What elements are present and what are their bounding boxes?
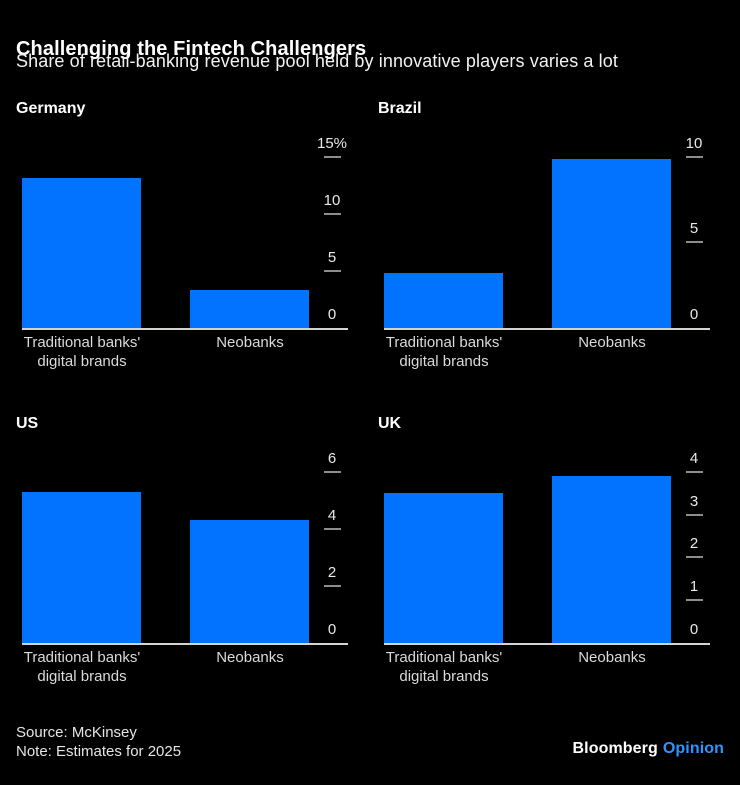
plot-area: 0 5 10 15% (16, 133, 362, 330)
y-tick-dash (324, 471, 341, 473)
bar-neobanks (190, 290, 309, 328)
category-label: Traditional banks' digital brands (385, 649, 503, 685)
bar-neobanks (190, 520, 309, 643)
chart-panel-uk: UK 0 1 2 3 4 Traditional banks' digital brand… (378, 415, 724, 715)
y-tick-label: 4 (689, 450, 699, 467)
y-tick-dash (324, 585, 341, 587)
category-label: Neobanks (216, 334, 284, 351)
category-label: Traditional banks' digital brands (23, 334, 141, 370)
y-tick-label: 5 (327, 249, 337, 266)
y-tick-dash (324, 528, 341, 530)
chart-panel-brazil: Brazil 0 5 10 Traditional banks' digital br… (378, 100, 724, 400)
y-tick-dash (324, 213, 341, 215)
y-tick-label: 2 (689, 535, 699, 552)
y-tick-label: 2 (327, 564, 337, 581)
chart-panel-germany: Germany 0 5 10 15% Traditional banks' digita… (16, 100, 362, 400)
chart-title: US (16, 415, 39, 432)
chart-title: Germany (16, 100, 86, 117)
source-text: Source: McKinsey (16, 724, 137, 741)
y-tick-dash (686, 599, 703, 601)
category-labels: Traditional banks' digital brands Neobanks (16, 648, 362, 690)
y-tick-label: 5 (689, 220, 699, 237)
y-tick-dash (686, 241, 703, 243)
plot-area: 0 2 4 6 (16, 448, 362, 645)
note-text: Note: Estimates for 2025 (16, 743, 182, 760)
y-tick-dash (324, 270, 341, 272)
category-labels: Traditional banks' digital brands Neobanks (378, 648, 724, 690)
opinion-wordmark: Opinion (662, 740, 724, 757)
y-axis: 0 5 10 (378, 133, 724, 328)
bar-traditional-banks-digital-brands (22, 492, 141, 643)
category-label: Neobanks (216, 649, 284, 666)
y-axis: 0 2 4 6 (16, 448, 362, 643)
y-axis: 0 1 2 3 4 (378, 448, 724, 643)
bar-traditional-banks-digital-brands (22, 178, 141, 328)
y-tick-label: 6 (327, 450, 337, 467)
chart-title: Brazil (378, 100, 422, 117)
y-tick-label: 0 (689, 306, 699, 323)
chart-title: UK (378, 415, 402, 432)
y-tick-dash (686, 156, 703, 158)
y-tick-label: 10 (685, 135, 703, 152)
category-label: Neobanks (578, 649, 646, 666)
x-axis-line (384, 643, 710, 645)
bar-traditional-banks-digital-brands (384, 273, 503, 328)
y-tick-dash (324, 156, 341, 158)
y-tick-label: 0 (327, 306, 337, 323)
y-tick-label: 1 (689, 578, 699, 595)
bars (378, 133, 724, 328)
x-axis-line (384, 328, 710, 330)
plot-area: 0 5 10 (378, 133, 724, 330)
page-subtitle: Share of retail-banking revenue pool hel… (16, 51, 618, 71)
y-tick-dash (686, 556, 703, 558)
y-tick-label: 4 (327, 507, 337, 524)
y-tick-label: 10 (323, 192, 341, 209)
category-label: Neobanks (578, 334, 646, 351)
bars (16, 448, 362, 643)
y-tick-label: 3 (689, 493, 699, 510)
category-labels: Traditional banks' digital brands Neobanks (378, 333, 724, 375)
y-tick-label: 0 (689, 621, 699, 638)
y-tick-dash (686, 514, 703, 516)
bloomberg-wordmark: Bloomberg (572, 740, 658, 757)
y-axis: 0 5 10 15% (16, 133, 362, 328)
y-tick-label: 0 (327, 621, 337, 638)
category-label: Traditional banks' digital brands (23, 649, 141, 685)
category-labels: Traditional banks' digital brands Neobanks (16, 333, 362, 375)
bloomberg-opinion-logo: Bloomberg Opinion (573, 740, 725, 758)
bar-traditional-banks-digital-brands (384, 493, 503, 643)
y-tick-dash (686, 471, 703, 473)
bar-neobanks (552, 159, 671, 328)
category-label: Traditional banks' digital brands (385, 334, 503, 370)
x-axis-line (22, 643, 348, 645)
y-tick-label: 15% (316, 135, 348, 152)
x-axis-line (22, 328, 348, 330)
chart-panel-us: US 0 2 4 6 Traditional banks' digital brands… (16, 415, 362, 715)
bar-neobanks (552, 476, 671, 643)
plot-area: 0 1 2 3 4 (378, 448, 724, 645)
bars (378, 448, 724, 643)
page-title: Challenging the Fintech Challengers (16, 38, 367, 61)
bars (16, 133, 362, 328)
